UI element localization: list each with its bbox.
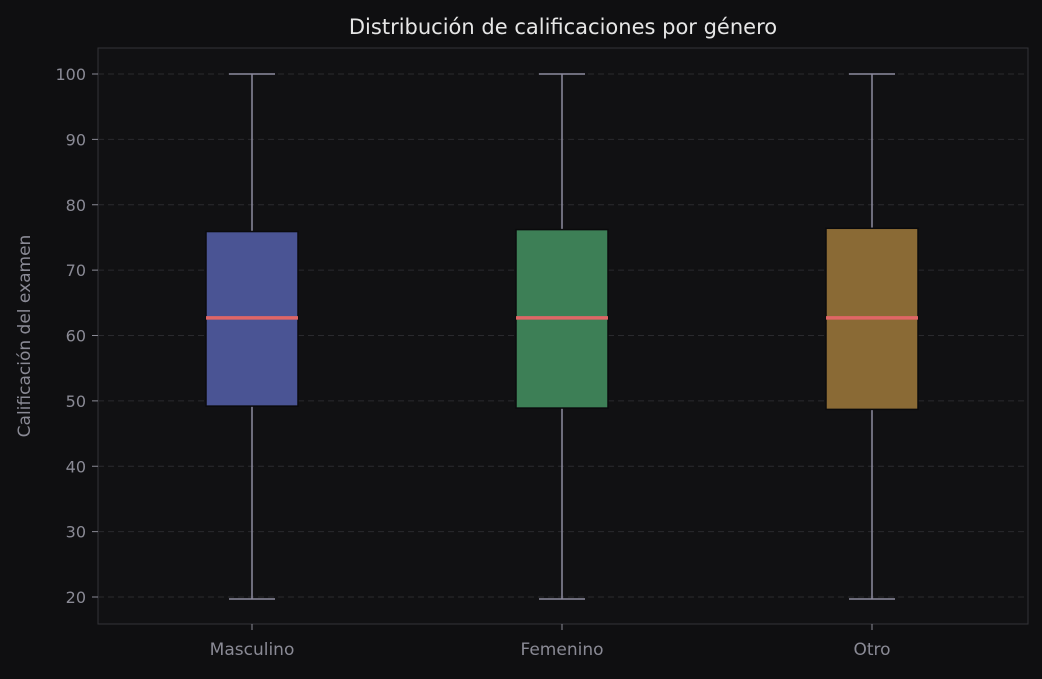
- y-tick-label: 40: [66, 457, 86, 476]
- y-tick-label: 90: [66, 130, 86, 149]
- y-tick-label: 70: [66, 261, 86, 280]
- y-tick-label: 30: [66, 523, 86, 542]
- x-tick-label: Femenino: [521, 640, 604, 660]
- y-tick-label: 20: [66, 588, 86, 607]
- chart-title: Distribución de calificaciones por géner…: [349, 15, 777, 39]
- x-tick-label: Otro: [853, 640, 890, 660]
- y-tick-label: 50: [66, 392, 86, 411]
- x-tick-label: Masculino: [210, 640, 295, 660]
- y-tick-label: 100: [55, 65, 86, 84]
- y-tick-label: 80: [66, 196, 86, 215]
- y-tick-label: 60: [66, 327, 86, 346]
- y-axis-label: Calificación del examen: [15, 235, 35, 438]
